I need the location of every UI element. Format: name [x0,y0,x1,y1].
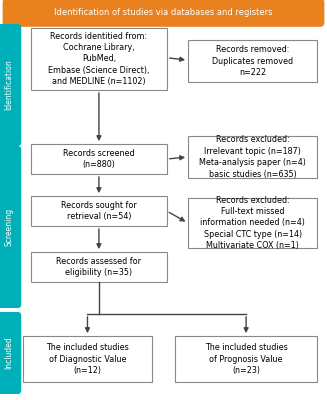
FancyBboxPatch shape [188,136,317,178]
Text: Records assessed for
eligibility (n=35): Records assessed for eligibility (n=35) [57,257,141,277]
FancyBboxPatch shape [175,336,317,382]
Text: Records excluded:
Full-text missed
information needed (n=4)
Special CTC type (n=: Records excluded: Full-text missed infor… [200,196,305,250]
FancyBboxPatch shape [188,40,317,82]
FancyBboxPatch shape [188,198,317,248]
Text: Records identitied from:
Cochrane Library,
PubMed,
Embase (Science Direct),
and : Records identitied from: Cochrane Librar… [48,32,150,86]
Text: Records screened
(n=880): Records screened (n=880) [63,149,135,169]
Text: Records removed:
Duplicates removed
n=222: Records removed: Duplicates removed n=22… [212,45,293,77]
FancyBboxPatch shape [0,146,21,308]
Text: Records sought for
retrieval (n=54): Records sought for retrieval (n=54) [61,201,137,221]
Text: Identification: Identification [5,60,13,110]
FancyBboxPatch shape [31,144,167,174]
Text: Records excluded:
Irrelevant topic (n=187)
Meta-analysis paper (n=4)
basic studi: Records excluded: Irrelevant topic (n=18… [199,135,306,179]
FancyBboxPatch shape [31,28,167,90]
FancyBboxPatch shape [0,312,21,394]
Text: The included studies
of Prognosis Value
(n=23): The included studies of Prognosis Value … [205,343,287,375]
FancyBboxPatch shape [0,24,21,146]
Text: The included studies
of Diagnostic Value
(n=12): The included studies of Diagnostic Value… [46,343,129,375]
FancyBboxPatch shape [23,336,152,382]
FancyBboxPatch shape [31,196,167,226]
FancyBboxPatch shape [3,0,324,27]
Text: Screening: Screening [5,208,13,246]
Text: Identification of studies via databases and registers: Identification of studies via databases … [54,8,273,17]
Text: Included: Included [5,337,13,369]
FancyBboxPatch shape [31,252,167,282]
